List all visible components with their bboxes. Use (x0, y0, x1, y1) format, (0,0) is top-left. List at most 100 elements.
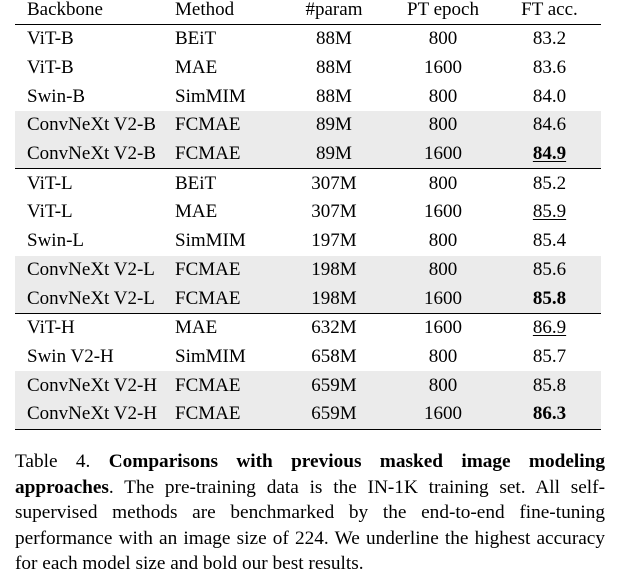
cell-backbone: Swin-L (27, 230, 84, 252)
cell-ft-acc: 83.6 (498, 54, 601, 83)
cell-param: 659M (280, 399, 388, 430)
cell-backbone: ConvNeXt V2-L (15, 255, 170, 285)
cell-backbone: ConvNeXt V2-H (15, 399, 170, 430)
cell-method: FCMAE (170, 371, 280, 400)
cell-pt-epoch: 800 (428, 230, 458, 252)
cell-ft-acc: 85.7 (498, 343, 601, 372)
cell-param: 198M (280, 255, 388, 285)
cell-param: 659M (280, 371, 388, 400)
accuracy-value: 84.6 (532, 114, 567, 136)
cell-param: 307M (280, 168, 388, 199)
accuracy-value: 86.9 (532, 317, 567, 339)
accuracy-value: 85.4 (532, 230, 567, 252)
cell-pt-epoch: 1600 (424, 57, 462, 79)
cell-backbone: ViT-H (15, 312, 170, 343)
header-method: Method (175, 0, 235, 20)
table-row: ViT-L BEiT 307M 800 85.2 (15, 168, 601, 199)
cell-method: FCMAE (170, 284, 280, 314)
table-row: ConvNeXt V2-L FCMAE 198M 800 85.6 (15, 255, 601, 285)
cell-pt-epoch: 1600 (388, 139, 498, 169)
table-header-row: Backbone Method #param PT epoch FT acc. (15, 0, 601, 25)
caption-bold-text: Comparisons with previous masked image m… (15, 451, 605, 498)
header-backbone: Backbone (27, 0, 103, 20)
table-caption: Table 4. Comparisons with previous maske… (15, 449, 605, 577)
results-table-container: Backbone Method #param PT epoch FT acc. … (15, 0, 601, 430)
table-row: ConvNeXt V2-B FCMAE 89M 1600 84.9 (15, 139, 601, 169)
comparison-table: Backbone Method #param PT epoch FT acc. … (15, 0, 601, 430)
cell-pt-epoch: 800 (428, 345, 458, 367)
cell-ft-acc: 85.4 (498, 227, 601, 256)
cell-method: SimMIM (175, 230, 246, 252)
header-ft-acc: FT acc. (521, 0, 578, 20)
cell-backbone: ConvNeXt V2-H (15, 371, 170, 400)
cell-ft-acc: 85.2 (498, 168, 601, 199)
cell-param: 307M (311, 201, 357, 223)
header-param: #param (305, 0, 363, 20)
cell-ft-acc: 86.9 (498, 312, 601, 343)
cell-param: 632M (280, 312, 388, 343)
caption-label: Table 4. (15, 451, 91, 472)
table-body: ViT-B BEiT 88M 800 83.2 ViT-B MAE 88M 1600 83.6 Sw… (15, 23, 601, 430)
table-row: Swin-B SimMIM 88M 800 84.0 (15, 82, 601, 111)
cell-param: 88M (280, 23, 388, 54)
cell-pt-epoch: 1600 (388, 399, 498, 430)
cell-pt-epoch: 800 (428, 85, 458, 107)
table-row: ConvNeXt V2-H FCMAE 659M 800 85.8 (15, 371, 601, 400)
cell-method: BEiT (170, 168, 280, 199)
table-row: ConvNeXt V2-B FCMAE 89M 800 84.6 (15, 111, 601, 140)
cell-ft-acc: 86.3 (498, 399, 601, 430)
cell-backbone: ConvNeXt V2-L (15, 284, 170, 314)
cell-pt-epoch: 800 (388, 23, 498, 54)
cell-pt-epoch: 1600 (388, 312, 498, 343)
table-row: Swin-L SimMIM 197M 800 85.4 (15, 227, 601, 256)
table-row: ViT-L MAE 307M 1600 85.9 (15, 198, 601, 227)
accuracy-value: 85.8 (532, 374, 567, 396)
table-row: Swin V2-H SimMIM 658M 800 85.7 (15, 343, 601, 372)
cell-method: MAE (170, 312, 280, 343)
cell-method: BEiT (170, 23, 280, 54)
cell-ft-acc: 84.9 (498, 139, 601, 169)
accuracy-value: 83.6 (532, 57, 567, 79)
cell-ft-acc: 84.0 (498, 82, 601, 111)
cell-param: 658M (311, 345, 357, 367)
cell-param: 89M (280, 111, 388, 140)
cell-ft-acc: 85.8 (498, 371, 601, 400)
header-pt-epoch: PT epoch (407, 0, 479, 20)
cell-backbone: ViT-B (15, 23, 170, 54)
cell-pt-epoch: 800 (388, 168, 498, 199)
cell-method: MAE (175, 201, 218, 223)
cell-backbone: ViT-L (15, 168, 170, 199)
cell-pt-epoch: 800 (388, 255, 498, 285)
table-row: ViT-H MAE 632M 1600 86.9 (15, 312, 601, 343)
accuracy-value: 85.7 (532, 345, 567, 367)
cell-method: FCMAE (170, 255, 280, 285)
cell-ft-acc: 85.8 (498, 284, 601, 314)
cell-pt-epoch: 800 (388, 111, 498, 140)
cell-backbone: Swin V2-H (27, 345, 114, 367)
cell-method: FCMAE (170, 139, 280, 169)
accuracy-value: 85.2 (532, 172, 567, 194)
accuracy-value: 84.0 (532, 85, 567, 107)
table-row: ConvNeXt V2-H FCMAE 659M 1600 86.3 (15, 399, 601, 430)
accuracy-value: 86.3 (532, 403, 567, 425)
cell-ft-acc: 83.2 (498, 23, 601, 54)
cell-backbone: ViT-B (27, 57, 74, 79)
cell-param: 89M (280, 139, 388, 169)
caption-rest-text: . The pre-training data is the IN-1K tra… (15, 476, 605, 575)
accuracy-value: 85.6 (532, 258, 567, 280)
cell-method: FCMAE (170, 399, 280, 430)
accuracy-value: 85.9 (532, 201, 567, 223)
cell-method: FCMAE (170, 111, 280, 140)
table-row: ViT-B MAE 88M 1600 83.6 (15, 54, 601, 83)
accuracy-value: 83.2 (532, 28, 567, 50)
cell-param: 88M (316, 57, 352, 79)
cell-backbone: ConvNeXt V2-B (15, 111, 170, 140)
cell-ft-acc: 84.6 (498, 111, 601, 140)
cell-ft-acc: 85.9 (498, 198, 601, 227)
cell-backbone: ConvNeXt V2-B (15, 139, 170, 169)
accuracy-value: 85.8 (532, 287, 567, 309)
cell-method: MAE (175, 57, 218, 79)
cell-pt-epoch: 1600 (388, 284, 498, 314)
cell-backbone: ViT-L (27, 201, 73, 223)
table-row: ConvNeXt V2-L FCMAE 198M 1600 85.8 (15, 284, 601, 314)
